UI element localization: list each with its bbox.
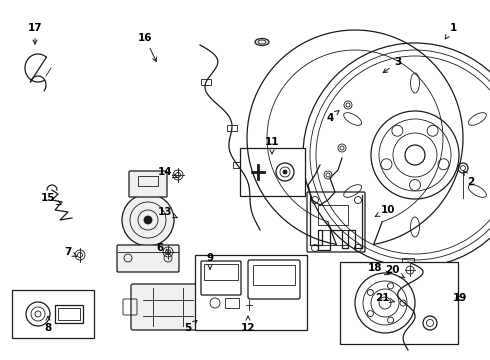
Text: 17: 17 — [28, 23, 42, 44]
Text: 6: 6 — [156, 243, 169, 253]
Bar — [204, 264, 238, 280]
Text: 9: 9 — [206, 253, 214, 269]
Ellipse shape — [411, 217, 419, 237]
Text: 8: 8 — [45, 316, 51, 333]
Ellipse shape — [468, 113, 486, 125]
FancyBboxPatch shape — [131, 284, 205, 330]
FancyBboxPatch shape — [129, 171, 167, 197]
Ellipse shape — [468, 185, 486, 197]
Bar — [318, 230, 348, 245]
Text: 15: 15 — [41, 193, 61, 204]
Bar — [402, 258, 414, 264]
FancyBboxPatch shape — [117, 245, 179, 272]
Bar — [58, 308, 80, 320]
Ellipse shape — [255, 39, 269, 45]
Text: 18: 18 — [368, 263, 389, 275]
Text: 11: 11 — [265, 137, 279, 154]
Bar — [55, 305, 83, 323]
Bar — [253, 265, 295, 285]
Ellipse shape — [343, 185, 362, 197]
Circle shape — [144, 216, 152, 224]
Circle shape — [283, 170, 287, 174]
Text: 7: 7 — [64, 247, 77, 257]
Circle shape — [427, 125, 438, 136]
Bar — [138, 176, 158, 186]
Ellipse shape — [411, 73, 419, 93]
Text: 10: 10 — [375, 205, 395, 216]
Text: 19: 19 — [453, 293, 467, 303]
Text: 2: 2 — [464, 171, 475, 187]
Bar — [201, 79, 211, 85]
Circle shape — [381, 159, 392, 170]
Circle shape — [405, 145, 425, 165]
Circle shape — [122, 194, 174, 246]
Bar — [225, 298, 239, 308]
Circle shape — [410, 180, 420, 190]
Bar — [318, 205, 348, 225]
Text: 12: 12 — [241, 316, 255, 333]
Bar — [227, 125, 237, 131]
Bar — [240, 148, 305, 196]
Text: 21: 21 — [375, 293, 395, 303]
Circle shape — [379, 297, 391, 309]
Bar — [233, 162, 243, 168]
Text: 1: 1 — [445, 23, 457, 39]
Text: 3: 3 — [383, 57, 402, 73]
Text: 20: 20 — [385, 265, 404, 278]
Text: 13: 13 — [158, 207, 177, 218]
Bar — [340, 262, 458, 344]
Text: 4: 4 — [326, 111, 339, 123]
Text: 14: 14 — [158, 167, 178, 178]
Circle shape — [438, 159, 449, 170]
Circle shape — [392, 125, 403, 136]
Bar — [195, 255, 307, 330]
Text: 16: 16 — [138, 33, 156, 62]
Ellipse shape — [343, 113, 362, 125]
Text: 5: 5 — [184, 320, 197, 333]
Bar — [12, 290, 94, 338]
